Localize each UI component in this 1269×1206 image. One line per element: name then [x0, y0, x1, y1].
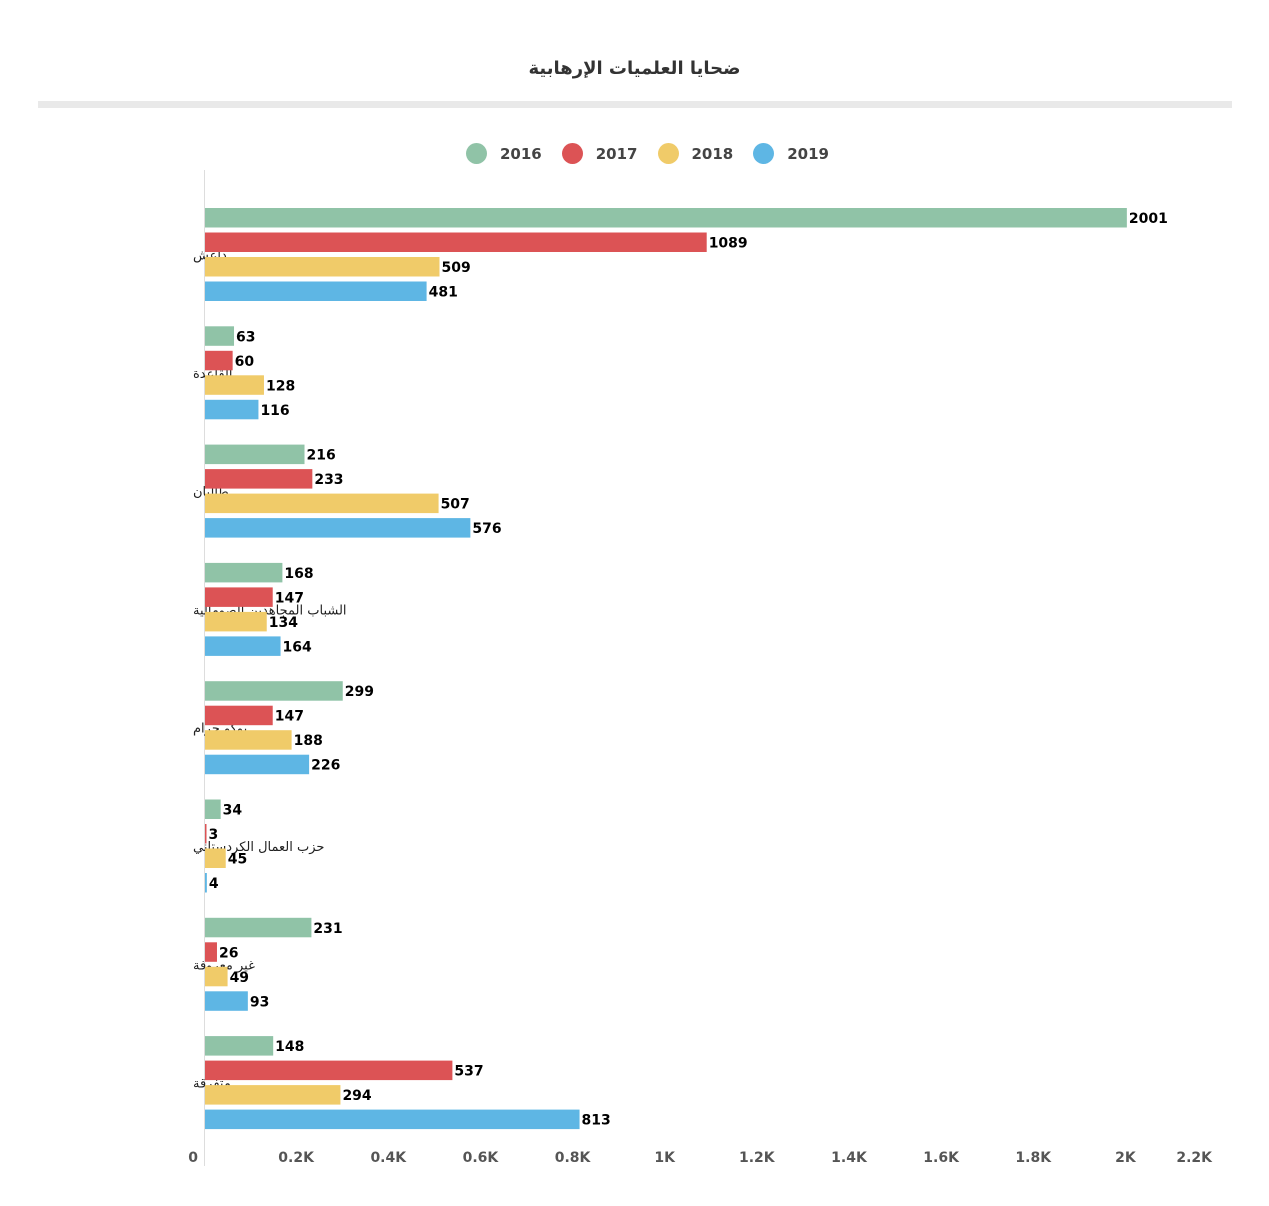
bar-value-label: 3	[209, 827, 219, 843]
bar-2016[interactable]	[205, 208, 1127, 228]
bar-2019[interactable]	[205, 636, 281, 656]
legend-label-2017: 2017	[595, 144, 638, 163]
x-tick-label: 0.2K	[278, 1150, 315, 1166]
bar-2016[interactable]	[205, 444, 305, 465]
bar-2018[interactable]	[205, 611, 267, 632]
x-tick-label: 1.2K	[739, 1150, 776, 1166]
chart-title: ضحايا العلميات الإرهابية	[528, 58, 741, 79]
bar-value-label: 4	[209, 876, 219, 892]
bar-value-label: 60	[235, 354, 255, 370]
bar-2017[interactable]	[205, 942, 217, 962]
legend-item-2016[interactable]: 2016	[466, 143, 542, 164]
bar-value-label: 216	[307, 448, 336, 464]
legend-label-2016: 2016	[500, 144, 542, 163]
bar-value-label: 49	[230, 970, 249, 986]
bar-value-label: 188	[294, 733, 323, 749]
x-tick-label: 0.8K	[555, 1150, 592, 1166]
bar-2018[interactable]	[205, 848, 226, 869]
bar-value-label: 294	[342, 1088, 371, 1104]
bar-2017[interactable]	[205, 705, 273, 726]
x-tick-label: 1.6K	[923, 1150, 960, 1166]
bar-value-label: 576	[472, 521, 501, 537]
bar-value-label: 134	[269, 615, 298, 631]
bar-value-label: 148	[275, 1039, 304, 1055]
x-tick-label: 2.2K	[1176, 1150, 1213, 1166]
legend-label-2019: 2019	[787, 144, 829, 163]
bar-value-label: 1089	[709, 236, 748, 252]
bar-2019[interactable]	[205, 991, 248, 1011]
bar-value-label: 26	[219, 945, 238, 961]
bar-2018[interactable]	[205, 730, 292, 750]
bar-2016[interactable]	[205, 562, 283, 583]
bar-2016[interactable]	[205, 917, 312, 938]
bar-2018[interactable]	[205, 257, 440, 277]
bar-2019[interactable]	[205, 518, 471, 538]
bar-2017[interactable]	[205, 469, 313, 489]
legend-swatch-2017	[561, 143, 583, 164]
bar-2019[interactable]	[205, 1109, 580, 1130]
bar-2016[interactable]	[205, 326, 235, 346]
x-tick-label: 2K	[1115, 1150, 1137, 1166]
legend-swatch-2016	[466, 143, 487, 164]
legend-swatch-2019	[753, 143, 775, 164]
bar-2019[interactable]	[205, 281, 427, 302]
x-tick-label: 1.4K	[831, 1150, 868, 1166]
legend-item-2019[interactable]: 2019	[753, 143, 829, 164]
category-label: حزب العمال الكردستاني	[193, 840, 324, 855]
bar-2017[interactable]	[205, 1060, 453, 1081]
bar-value-label: 813	[582, 1113, 611, 1129]
legend-item-2018[interactable]: 2018	[657, 143, 734, 164]
bar-2016[interactable]	[205, 799, 221, 820]
bar-value-label: 93	[250, 994, 269, 1010]
bar-value-label: 299	[345, 684, 374, 700]
bar-value-label: 45	[228, 852, 247, 868]
bar-value-label: 34	[223, 803, 243, 819]
bar-2017[interactable]	[205, 824, 207, 844]
bar-2018[interactable]	[205, 375, 264, 395]
bar-value-label: 226	[311, 758, 340, 774]
bar-value-label: 63	[236, 329, 255, 345]
bar-value-label: 128	[266, 378, 295, 394]
bar-value-label: 507	[441, 497, 470, 513]
chart-legend: 2016 2017 2018 2019	[466, 143, 849, 164]
bar-2017[interactable]	[205, 350, 233, 371]
x-tick-label: 0.6K	[463, 1150, 500, 1166]
bar-2016[interactable]	[205, 681, 343, 701]
x-tick-label: 1.8K	[1015, 1150, 1052, 1166]
bar-value-label: 481	[429, 285, 458, 301]
bar-value-label: 164	[283, 639, 312, 655]
bar-2018[interactable]	[205, 493, 439, 514]
bar-2018[interactable]	[205, 1085, 341, 1105]
bar-2019[interactable]	[205, 754, 310, 775]
bar-2017[interactable]	[205, 232, 707, 253]
title-divider	[38, 101, 1232, 108]
bar-value-label: 147	[275, 590, 304, 606]
bar-2019[interactable]	[205, 873, 207, 893]
bar-value-label: 231	[313, 921, 342, 937]
bar-2019[interactable]	[205, 399, 259, 420]
bar-2018[interactable]	[205, 966, 228, 987]
bar-value-label: 147	[275, 709, 304, 725]
legend-swatch-2018	[657, 143, 679, 164]
bar-value-label: 2001	[1129, 211, 1168, 227]
bar-value-label: 233	[314, 472, 343, 488]
legend-item-2017[interactable]: 2017	[561, 143, 638, 164]
x-tick-label: 1K	[654, 1150, 676, 1166]
legend-label-2018: 2018	[691, 144, 734, 163]
x-tick-label: 0	[188, 1150, 198, 1166]
x-tick-label: 0.4K	[370, 1150, 407, 1166]
bar-value-label: 168	[284, 566, 313, 582]
bar-value-label: 116	[260, 403, 289, 419]
bar-2017[interactable]	[205, 587, 273, 607]
bar-value-label: 537	[454, 1064, 483, 1080]
bar-2016[interactable]	[205, 1036, 274, 1056]
bar-value-label: 509	[441, 260, 470, 276]
